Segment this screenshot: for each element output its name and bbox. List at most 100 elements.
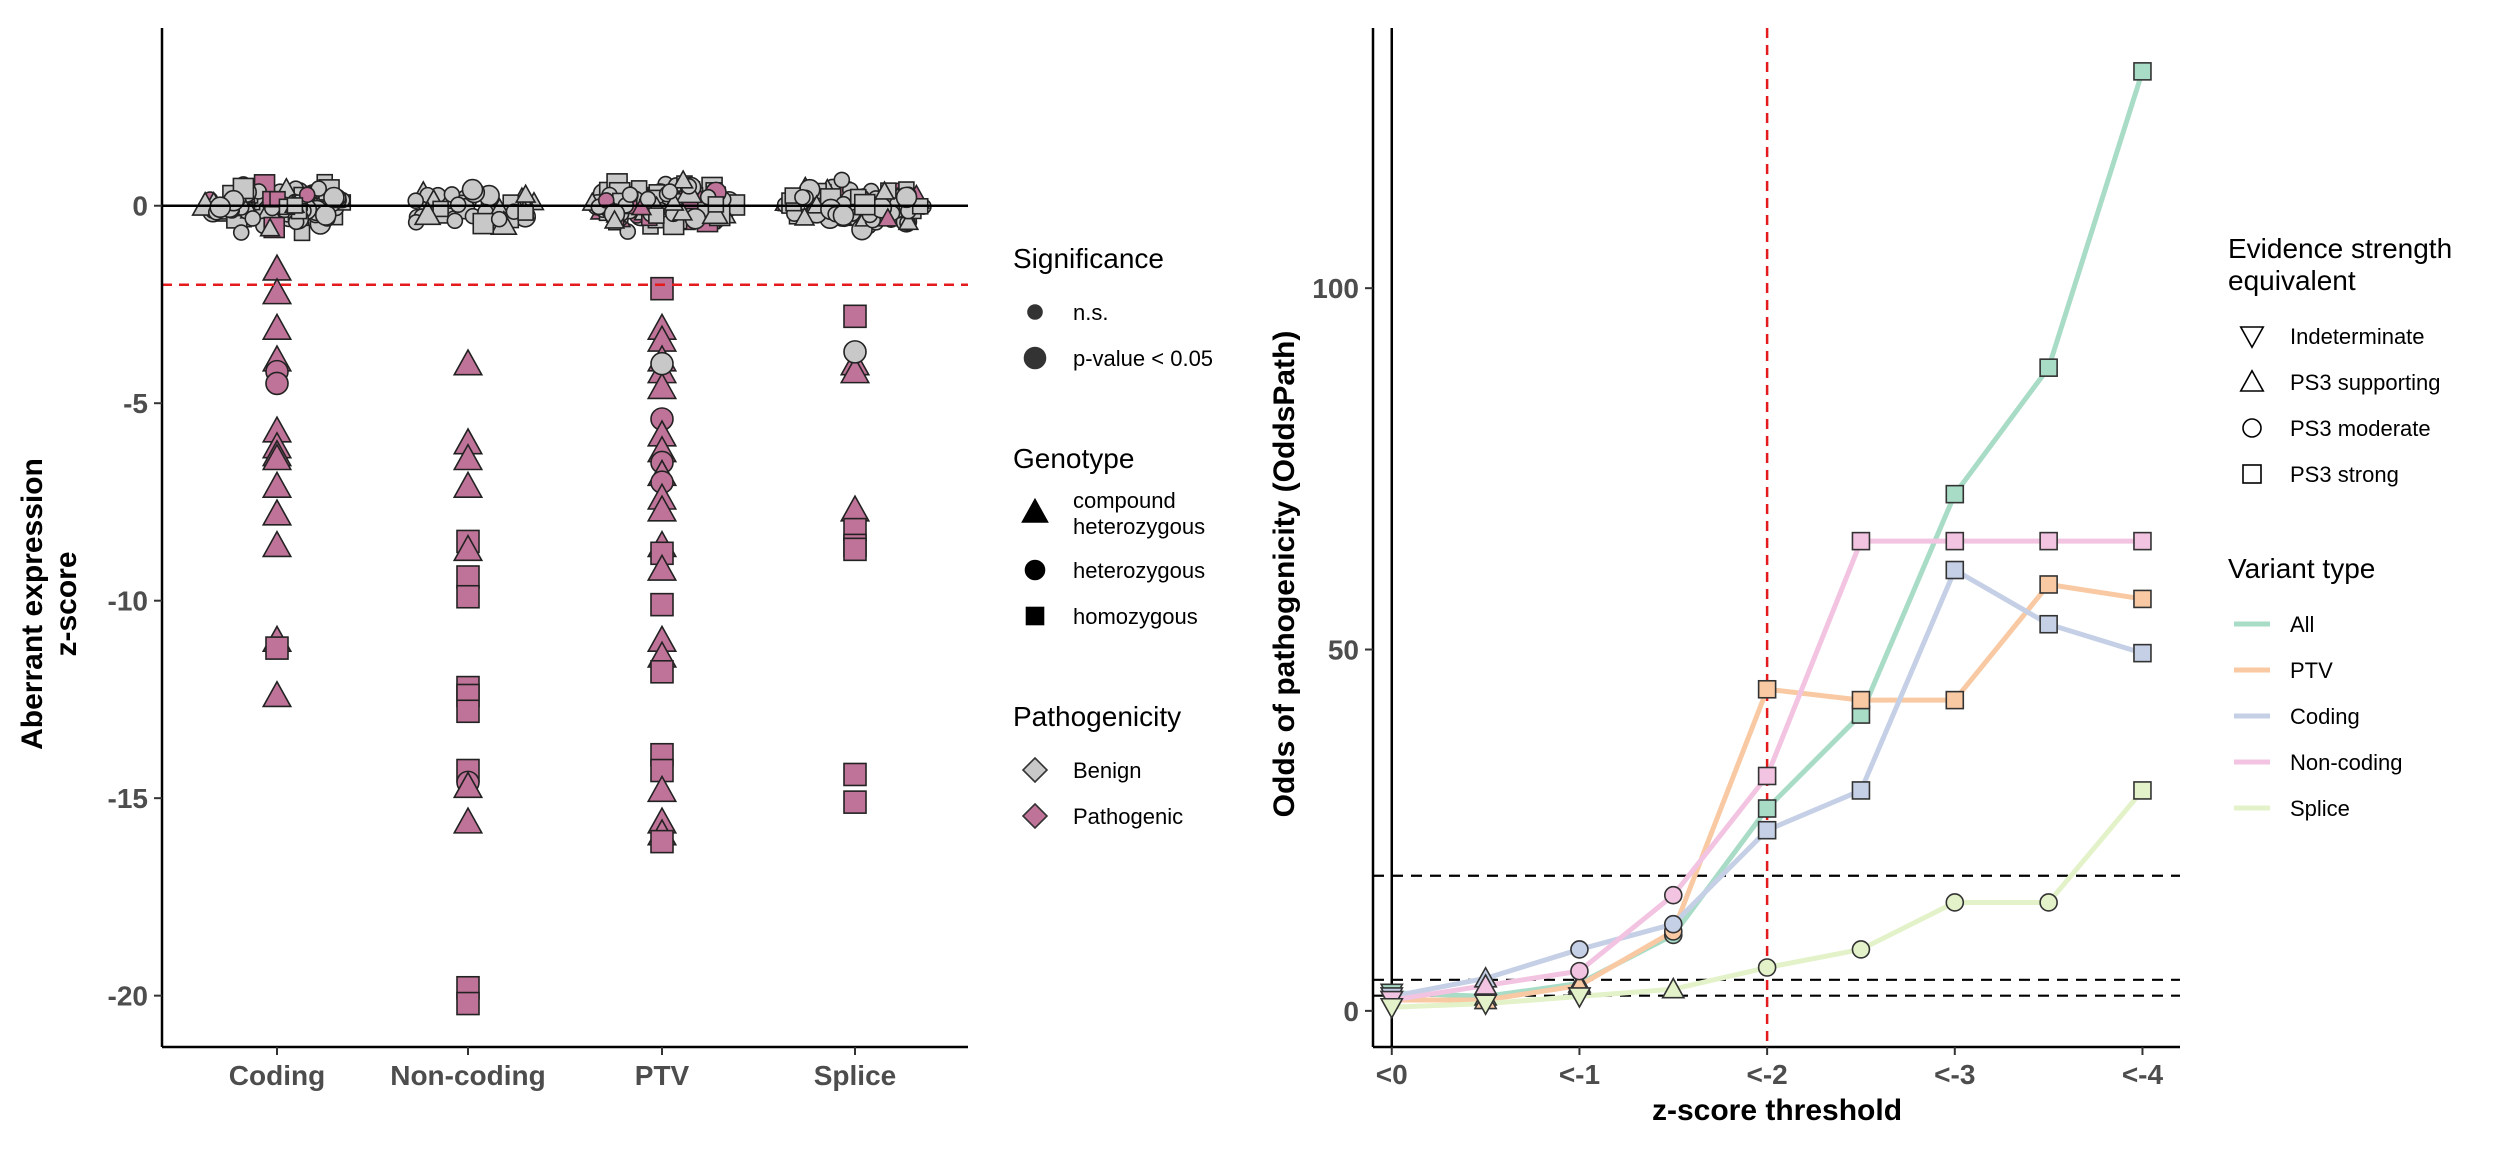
legend-key	[2242, 464, 2262, 484]
legend-title: equivalent	[2228, 265, 2356, 296]
series-marker-ptv	[2039, 575, 2058, 594]
legend-key	[1021, 756, 1049, 784]
series-marker-splice	[2133, 781, 2152, 800]
right-series	[1379, 62, 2152, 1020]
series-marker-splice	[1567, 987, 1592, 1009]
beeswarm-point	[407, 192, 425, 210]
left-y-tick-label: -5	[123, 388, 148, 419]
legend-label: PS3 supporting	[2290, 370, 2440, 395]
legend-label: p-value < 0.05	[1073, 346, 1213, 371]
beeswarm-point	[461, 178, 484, 201]
beeswarm-point	[895, 186, 918, 209]
legend-key	[2239, 369, 2265, 392]
series-marker-all	[2039, 358, 2058, 377]
left-legends: Significance n.s. p-value < 0.05 Genotype co…	[1013, 243, 1213, 830]
series-marker-coding	[1663, 914, 1683, 934]
right-x-tick-label: <-2	[1746, 1059, 1787, 1090]
series-marker-coding	[1570, 940, 1589, 959]
beeswarm-point	[413, 200, 442, 226]
right-y-axis-title: Odds of pathogenicity (OddsPath)	[1268, 331, 1301, 818]
legend-label: Indeterminate	[2290, 324, 2425, 349]
legend-key	[1021, 802, 1049, 830]
series-marker-splice	[1757, 958, 1777, 977]
beeswarm-point	[517, 204, 534, 221]
legend-label: heterozygous	[1073, 558, 1205, 583]
beeswarm-point	[209, 196, 231, 219]
legend-label: Non-coding	[2290, 750, 2403, 775]
pathogenic-point	[650, 829, 674, 854]
legend-label-line: heterozygous	[1073, 514, 1205, 539]
series-marker-coding	[2039, 614, 2058, 634]
left-y-tick-label: -10	[108, 586, 148, 617]
beeswarm-point	[298, 186, 316, 204]
legend-title: Evidence strength	[2228, 233, 2452, 264]
pathogenic-point	[839, 356, 871, 384]
legend-title: Pathogenicity	[1013, 701, 1181, 732]
pathogenic-point	[261, 470, 293, 498]
series-marker-ptv	[1945, 690, 1965, 710]
right-x-axis-title: z-score threshold	[1652, 1094, 1902, 1127]
legend-label: Pathogenic	[1073, 804, 1183, 829]
series-marker-coding	[1945, 560, 1965, 580]
left-y-axis-title-line1: Aberrant expression	[16, 458, 49, 750]
pathogenic-point	[261, 253, 293, 281]
series-marker-splice	[1661, 976, 1686, 999]
series-marker-non-coding	[1473, 973, 1498, 995]
beeswarm-point	[446, 212, 464, 230]
legend-label: Coding	[2290, 704, 2360, 729]
beeswarm-point	[793, 206, 816, 226]
series-marker-ptv	[2133, 589, 2152, 609]
pathogenic-point	[261, 530, 293, 558]
series-marker-splice	[1851, 940, 1871, 959]
legend-key	[1021, 497, 1049, 523]
series-marker-coding	[1851, 781, 1871, 800]
benign-point	[843, 340, 867, 364]
series-marker-coding	[1757, 820, 1777, 840]
legend-key	[1024, 559, 1046, 581]
legend-title: Significance	[1013, 243, 1164, 274]
right-y-tick-label: 0	[1343, 996, 1359, 1027]
pathogenic-point	[646, 774, 678, 803]
legend-title: Variant type	[2228, 553, 2375, 584]
pathogenic-point	[456, 699, 480, 724]
pathogenic-point	[843, 790, 867, 814]
beeswarm-point	[832, 204, 855, 227]
series-marker-non-coding	[1663, 885, 1683, 905]
pathogenic-point	[261, 680, 293, 708]
series-marker-splice	[2039, 893, 2058, 912]
left-x-tick-label: Coding	[229, 1060, 325, 1091]
legend-label: Benign	[1073, 758, 1142, 783]
series-marker-splice	[1945, 893, 1965, 912]
beeswarm-point	[323, 186, 345, 209]
series-marker-non-coding	[1851, 531, 1871, 551]
pathogenic-point	[261, 277, 293, 305]
beeswarm-point	[672, 169, 694, 189]
left-x-tick-label: Non-coding	[390, 1060, 546, 1091]
series-marker-ptv	[1851, 690, 1871, 710]
pathogenic-point	[452, 443, 484, 471]
right-panel-line: 0 50 100 <0 <-1 <-2 <-3 <-4 Odds of pathogenici…	[1268, 28, 2180, 1127]
legend-key	[1025, 606, 1045, 626]
left-y-tick-label: -20	[108, 981, 148, 1012]
legend-key	[2242, 418, 2262, 438]
left-axes: 0 -5 -10 -15 -20 Coding Non-coding PTV Splice	[108, 28, 968, 1091]
pathogenic-point	[843, 304, 867, 329]
pathogenic-point	[843, 537, 867, 562]
legend-key	[2239, 326, 2265, 349]
pathogenic-point	[839, 494, 871, 522]
beeswarm-point	[661, 183, 679, 200]
legend-key	[1027, 304, 1043, 320]
pathogenic-point	[452, 770, 484, 799]
pathogenic-point	[456, 565, 480, 589]
series-marker-coding	[2133, 643, 2152, 663]
beeswarm-point	[472, 212, 495, 235]
beeswarm-point	[873, 180, 896, 200]
series-marker-non-coding	[2039, 531, 2058, 551]
pathogenic-point	[265, 371, 289, 396]
pathogenic-point	[646, 372, 678, 400]
pathogenic-point	[261, 443, 293, 471]
pathogenic-point	[646, 494, 678, 522]
series-marker-splice	[1379, 997, 1404, 1020]
right-axes: 0 50 100 <0 <-1 <-2 <-3 <-4	[1312, 28, 2180, 1090]
